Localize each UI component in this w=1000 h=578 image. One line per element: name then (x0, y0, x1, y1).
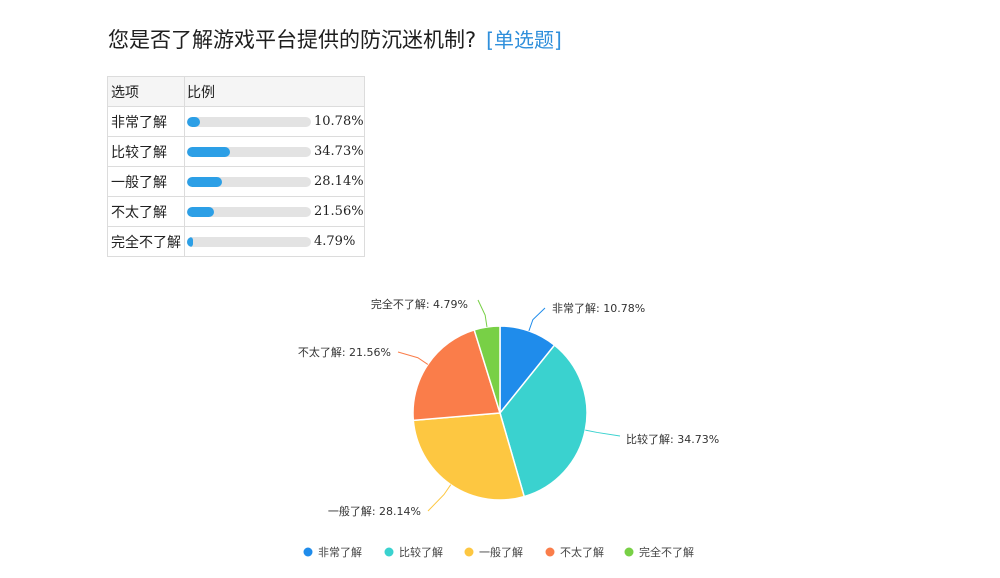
chart-legend: 非常了解 比较了解 一般了解 不太了解 完全不了解 (303, 545, 694, 559)
row-percent: 4.79% (314, 234, 356, 249)
legend-label[interactable]: 非常了解 (318, 545, 362, 559)
pie-data-label: 比较了解: 34.73% (626, 432, 719, 446)
table-row: 不太了解 21.56% (107, 196, 365, 227)
row-ratio-cell: 10.78% (184, 106, 365, 137)
ratio-bar-track (187, 206, 311, 217)
question-title-row: 您是否了解游戏平台提供的防沉迷机制? [单选题] (108, 24, 562, 54)
ratio-bar-track (187, 116, 311, 127)
ratio-bar-track (187, 146, 311, 157)
row-option-label: 一般了解 (107, 166, 185, 197)
pie-leader-line (585, 429, 621, 437)
pie-data-label: 一般了解: 28.14% (328, 504, 421, 518)
row-option-label: 非常了解 (107, 106, 185, 137)
row-percent: 34.73% (314, 144, 364, 159)
row-option-label: 比较了解 (107, 136, 185, 167)
legend-marker[interactable] (464, 547, 474, 557)
ratio-bar-fill (187, 236, 193, 247)
pie-slices (412, 325, 588, 501)
legend-marker[interactable] (545, 547, 555, 557)
ratio-bar-fill (187, 116, 201, 127)
pie-leader-line (477, 299, 488, 328)
table-row: 完全不了解 4.79% (107, 226, 365, 257)
row-option-label: 不太了解 (107, 196, 185, 227)
row-percent: 10.78% (314, 114, 364, 129)
pie-data-labels: 非常了解: 10.78% 比较了解: 34.73% 一般了解: 28.14% 不太了解… (298, 297, 719, 518)
header-option: 选项 (107, 76, 185, 107)
pie-slice (473, 325, 501, 414)
pie-leader-lines (397, 299, 621, 512)
legend-marker[interactable] (384, 547, 394, 557)
header-ratio: 比例 (184, 76, 365, 107)
table-row: 比较了解 34.73% (107, 136, 365, 167)
pie-leader-line (397, 351, 429, 365)
question-type-label: [单选题] (486, 28, 562, 52)
table-header-row: 选项 比例 (107, 76, 365, 107)
pie-data-label: 非常了解: 10.78% (552, 301, 645, 315)
pie-leader-line (427, 484, 452, 512)
row-ratio-cell: 21.56% (184, 196, 365, 227)
row-percent: 28.14% (314, 174, 364, 189)
pie-slice (499, 344, 588, 498)
legend-marker[interactable] (303, 547, 313, 557)
legend-label[interactable]: 比较了解 (399, 545, 443, 559)
row-percent: 21.56% (314, 204, 364, 219)
legend-label[interactable]: 一般了解 (479, 545, 523, 559)
row-ratio-cell: 4.79% (184, 226, 365, 257)
ratio-bar-track (187, 176, 311, 187)
ratio-bar-fill (187, 206, 214, 217)
row-ratio-cell: 34.73% (184, 136, 365, 167)
option-ratio-table: 选项 比例 非常了解 10.78% 比较了解 34.73% 一般了解 28.14… (107, 76, 365, 257)
row-option-label: 完全不了解 (107, 226, 185, 257)
pie-slice (412, 328, 501, 422)
pie-data-label: 不太了解: 21.56% (298, 345, 391, 359)
ratio-bar-fill (187, 146, 231, 157)
pie-data-label: 完全不了解: 4.79% (371, 297, 468, 311)
question-title: 您是否了解游戏平台提供的防沉迷机制? (108, 28, 477, 52)
table-row: 非常了解 10.78% (107, 106, 365, 137)
pie-leader-line (528, 307, 546, 332)
legend-label[interactable]: 不太了解 (560, 545, 604, 559)
ratio-bar-track (187, 236, 311, 247)
legend-label[interactable]: 完全不了解 (639, 545, 694, 559)
legend-marker[interactable] (624, 547, 634, 557)
ratio-bar-fill (187, 176, 222, 187)
